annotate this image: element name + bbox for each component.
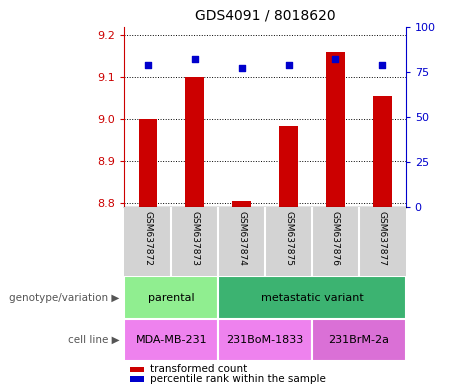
Text: metastatic variant: metastatic variant bbox=[260, 293, 363, 303]
Point bbox=[332, 56, 339, 63]
Bar bbox=[185, 77, 204, 207]
Bar bbox=[373, 96, 392, 207]
Text: genotype/variation ▶: genotype/variation ▶ bbox=[10, 293, 120, 303]
Text: percentile rank within the sample: percentile rank within the sample bbox=[150, 374, 325, 384]
Title: GDS4091 / 8018620: GDS4091 / 8018620 bbox=[195, 9, 336, 23]
Text: cell line ▶: cell line ▶ bbox=[68, 335, 120, 345]
Text: GSM637873: GSM637873 bbox=[190, 211, 199, 266]
Text: MDA-MB-231: MDA-MB-231 bbox=[136, 335, 207, 345]
Text: parental: parental bbox=[148, 293, 195, 303]
Bar bbox=[312, 319, 406, 361]
Text: transformed count: transformed count bbox=[150, 364, 247, 374]
Text: GSM637876: GSM637876 bbox=[331, 211, 340, 266]
Point bbox=[285, 62, 292, 68]
Bar bbox=[130, 367, 144, 372]
Text: 231BrM-2a: 231BrM-2a bbox=[328, 335, 389, 345]
Point bbox=[191, 56, 198, 63]
Bar bbox=[130, 376, 144, 382]
Bar bbox=[124, 319, 218, 361]
Point bbox=[378, 62, 386, 68]
Text: 231BoM-1833: 231BoM-1833 bbox=[226, 335, 304, 345]
Bar bbox=[218, 276, 406, 319]
Bar bbox=[218, 319, 312, 361]
Point bbox=[238, 65, 245, 71]
Bar bbox=[279, 126, 298, 207]
Text: GSM637875: GSM637875 bbox=[284, 211, 293, 266]
Bar bbox=[138, 119, 157, 207]
Bar bbox=[124, 276, 218, 319]
Bar bbox=[232, 201, 251, 207]
Bar bbox=[326, 52, 345, 207]
Text: GSM637872: GSM637872 bbox=[143, 211, 153, 266]
Text: GSM637874: GSM637874 bbox=[237, 211, 246, 266]
Text: GSM637877: GSM637877 bbox=[378, 211, 387, 266]
Point bbox=[144, 62, 152, 68]
